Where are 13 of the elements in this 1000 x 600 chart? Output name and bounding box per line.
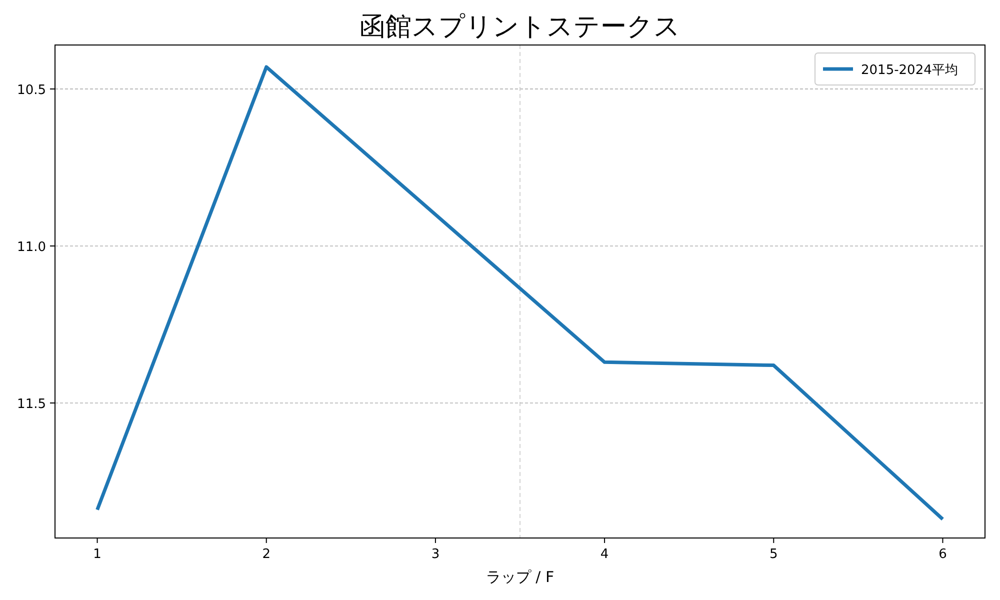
y-tick-label: 10.5 <box>17 82 46 98</box>
legend: 2015-2024平均 <box>814 52 976 86</box>
x-tick-label: 4 <box>600 547 609 562</box>
chart-title: 函館スプリントステークス <box>360 12 680 42</box>
x-tick-label: 5 <box>769 547 778 562</box>
y-tick-label: 11.0 <box>17 240 46 255</box>
x-tick-label: 3 <box>431 547 440 562</box>
y-tick-label: 11.5 <box>17 396 46 412</box>
legend-label: 2015-2024平均 <box>861 63 958 78</box>
x-tick-label: 2 <box>262 547 271 562</box>
x-tick-label: 6 <box>938 547 947 562</box>
x-tick-label: 1 <box>93 547 102 562</box>
x-axis-title: ラップ / F <box>486 568 554 586</box>
